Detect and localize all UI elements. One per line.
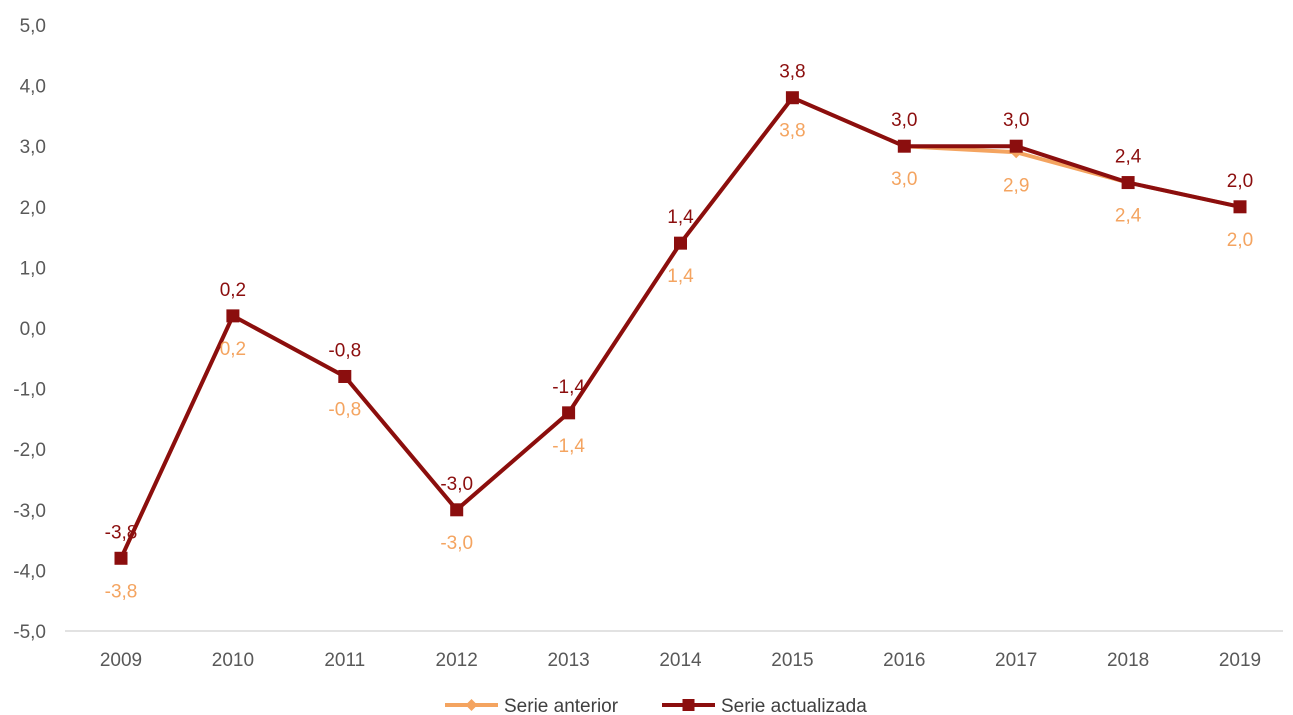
data-label: 3,8 xyxy=(779,121,805,142)
legend: Serie anterior Serie actualizada xyxy=(445,696,867,715)
data-point xyxy=(450,503,464,517)
y-tick-label: -1,0 xyxy=(13,380,46,401)
x-tick-label: 2018 xyxy=(1107,650,1149,671)
data-point xyxy=(1121,176,1135,190)
data-label: 1,4 xyxy=(667,207,694,228)
data-label: 0,2 xyxy=(220,280,246,301)
data-labels: -3,8 0,2 -0,8 -3,0 -1,4 1,4 3,8 3,0 3,0 2,4 2,0 xyxy=(105,62,1254,544)
data-point xyxy=(674,236,687,250)
series-serie-anterior xyxy=(115,91,1246,565)
data-label: 2,9 xyxy=(1003,175,1029,196)
data-point xyxy=(562,406,576,420)
x-tick-label: 2019 xyxy=(1219,650,1261,671)
legend-item: Serie actualizada xyxy=(662,696,867,715)
y-tick-label: 0,0 xyxy=(20,319,46,340)
data-label: 2,4 xyxy=(1115,206,1142,227)
y-tick-label: -4,0 xyxy=(13,561,46,582)
data-point xyxy=(897,139,911,153)
data-label: -3,0 xyxy=(440,474,473,495)
y-tick-label: 2,0 xyxy=(20,198,46,219)
data-label: -1,4 xyxy=(552,436,585,457)
x-tick-label: 2010 xyxy=(212,650,254,671)
y-tick-label: -5,0 xyxy=(13,622,46,643)
data-labels: -3,8 0,2 -0,8 -3,0 -1,4 1,4 3,8 3,0 2,9 2,4 2,0 xyxy=(105,121,1254,603)
y-tick-label: 3,0 xyxy=(20,137,46,158)
data-label: -3,8 xyxy=(105,581,138,602)
legend-marker xyxy=(465,699,478,711)
x-tick-label: 2017 xyxy=(995,650,1037,671)
data-label: 3,8 xyxy=(779,62,805,83)
series-serie-actualizada xyxy=(114,91,1247,565)
data-label: -3,0 xyxy=(440,533,473,554)
legend-label: Serie actualizada xyxy=(721,696,867,715)
y-tick-label: -3,0 xyxy=(13,501,46,522)
data-point xyxy=(114,551,128,565)
x-tick-label: 2016 xyxy=(883,650,925,671)
data-point xyxy=(338,369,352,383)
data-label: -0,8 xyxy=(328,340,361,361)
data-point xyxy=(785,91,799,105)
x-tick-label: 2009 xyxy=(100,650,142,671)
y-tick-label: 1,0 xyxy=(20,258,46,279)
legend-marker xyxy=(682,699,695,711)
data-label: 2,0 xyxy=(1227,171,1253,192)
y-tick-label: -2,0 xyxy=(13,440,46,461)
data-label: 1,4 xyxy=(667,266,694,287)
y-axis: 5,0 4,0 3,0 2,0 1,0 0,0 -1,0 -2,0 -3,0 -4,0 -5,0 xyxy=(13,16,46,643)
x-tick-label: 2011 xyxy=(324,650,365,671)
x-tick-label: 2014 xyxy=(659,650,702,671)
data-label: 3,0 xyxy=(891,169,917,190)
data-label: -1,4 xyxy=(552,377,585,398)
x-tick-label: 2012 xyxy=(436,650,478,671)
x-axis: 2009 2010 2011 2012 2013 2014 2015 2016 2017 2018… xyxy=(100,650,1261,671)
data-label: 2,4 xyxy=(1115,147,1142,168)
data-label: 3,0 xyxy=(891,110,917,131)
x-tick-label: 2013 xyxy=(547,650,589,671)
data-label: 3,0 xyxy=(1003,110,1029,131)
data-label: -3,8 xyxy=(105,522,138,543)
series-line xyxy=(119,95,1242,561)
y-tick-label: 5,0 xyxy=(20,16,46,37)
data-point xyxy=(226,309,240,323)
data-label: 0,2 xyxy=(220,339,246,360)
data-point xyxy=(1009,139,1023,153)
legend-label: Serie anterior xyxy=(504,696,619,715)
y-tick-label: 4,0 xyxy=(20,77,46,98)
x-tick-label: 2015 xyxy=(771,650,813,671)
data-point xyxy=(1233,200,1247,214)
data-label: 2,0 xyxy=(1227,230,1253,251)
legend-item: Serie anterior xyxy=(445,696,619,715)
data-label: -0,8 xyxy=(328,399,361,420)
